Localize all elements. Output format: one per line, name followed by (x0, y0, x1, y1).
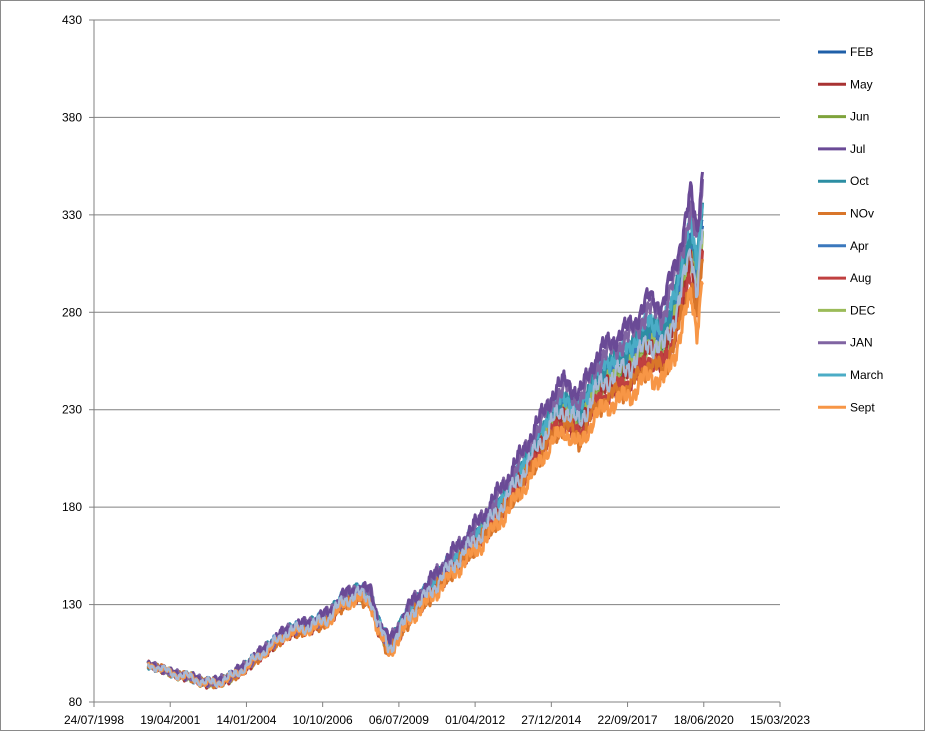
y-tick-label: 230 (62, 403, 82, 417)
x-tick-label: 18/06/2020 (674, 713, 734, 727)
x-tick-label: 27/12/2014 (521, 713, 581, 727)
legend-label-oct: Oct (850, 174, 869, 188)
x-tick-label: 19/04/2001 (140, 713, 200, 727)
axes (89, 19, 781, 707)
x-tick-label: 24/07/1998 (64, 713, 124, 727)
x-tick-label: 06/07/2009 (369, 713, 429, 727)
legend-label-jun: Jun (850, 110, 869, 124)
series-line-dec (146, 230, 704, 690)
legend-label-jul: Jul (850, 142, 865, 156)
y-tick-label: 130 (62, 598, 82, 612)
y-tick-label: 380 (62, 110, 82, 124)
series-lines (146, 171, 704, 690)
series-line-jun (146, 232, 704, 688)
legend-label-dec: DEC (850, 303, 876, 317)
x-tick-label: 15/03/2023 (750, 713, 810, 727)
legend-label-feb: FEB (850, 45, 873, 59)
legend-label-may: May (850, 77, 873, 91)
x-tick-label: 22/09/2017 (598, 713, 658, 727)
series-line-oct (146, 202, 704, 689)
series-line-may (146, 248, 704, 690)
series-line-march (146, 203, 704, 688)
legend-label-sept: Sept (850, 400, 875, 414)
x-tick-label: 10/10/2006 (293, 713, 353, 727)
x-tick-label: 14/01/2004 (216, 713, 276, 727)
series-line-apr (147, 218, 704, 690)
x-tick-label: 01/04/2012 (445, 713, 505, 727)
x-tick-labels: 24/07/1998 19/04/2001 14/01/2004 10/10/2006… (64, 713, 810, 727)
y-tick-label: 330 (62, 208, 82, 222)
legend-label-apr: Apr (850, 239, 869, 253)
series-line-aug (146, 250, 704, 689)
legend-label-aug: Aug (850, 271, 871, 285)
series-line-jan (147, 179, 704, 689)
y-tick-label: 80 (69, 695, 83, 709)
series-line-nov (146, 258, 704, 690)
legend-label-march: March (850, 368, 883, 382)
legend-label-jan: JAN (850, 336, 873, 350)
y-tick-label: 430 (62, 13, 82, 27)
series-line-overlay (146, 229, 704, 689)
legend-label-nov: NOv (850, 207, 874, 221)
y-tick-label: 180 (62, 500, 82, 514)
series-line-feb (147, 225, 704, 689)
y-tick-label: 280 (62, 305, 82, 319)
y-tick-labels: 80 130 180 230 280 330 380 430 (62, 13, 82, 709)
legend: FEB May Jun Jul Oct NOv Apr Aug DEC JAN March Sept (818, 45, 883, 414)
